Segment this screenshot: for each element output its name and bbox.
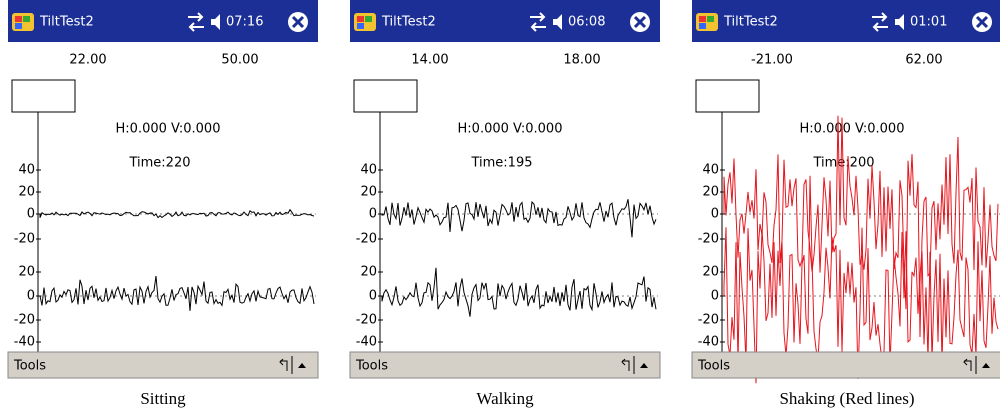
reading: 50.00: [221, 53, 258, 68]
start-icon-part: [357, 23, 364, 29]
axis-label: -40: [698, 335, 719, 350]
axis-label: -40: [356, 335, 377, 350]
start-icon-part: [23, 16, 30, 22]
axis-label: 0: [711, 289, 719, 304]
axis-label: 40: [702, 163, 719, 178]
menu-bar: [8, 352, 318, 378]
axis-label: -20: [698, 313, 719, 328]
start-icon-part: [699, 16, 706, 22]
clock[interactable]: 06:08: [568, 15, 605, 30]
indicator-box: [12, 80, 75, 112]
axis-label: 20: [360, 265, 377, 280]
start-icon-part: [357, 16, 364, 22]
axis-label: 0: [27, 207, 35, 222]
status-text: H:0.000 V:0.000: [116, 122, 221, 137]
axis-label: 20: [18, 185, 35, 200]
axis-label: -20: [356, 313, 377, 328]
menu-bar: [692, 352, 1000, 378]
axis-label: -20: [14, 313, 35, 328]
axis-label: 20: [18, 265, 35, 280]
app-title: TiltTest2: [381, 15, 436, 30]
device-screen: TiltTest2 06:08 14.00 18.00 H:0.000 V:0.000 T…: [350, 0, 660, 408]
indicator-box: [696, 80, 759, 112]
axis-label: 0: [27, 289, 35, 304]
signal-trace: [40, 276, 314, 311]
app-title: TiltTest2: [723, 15, 778, 30]
status-text: H:0.000 V:0.000: [800, 122, 905, 137]
menu-item[interactable]: Tools: [697, 359, 730, 374]
time-text: Time:220: [128, 156, 190, 171]
start-icon-part: [699, 23, 706, 29]
axis-label: 40: [360, 163, 377, 178]
device-screen: TiltTest2 07:16 22.00 50.00 H:0.000 V:0.000 T…: [8, 0, 318, 408]
signal-trace: [382, 199, 656, 237]
axis-label: -40: [14, 335, 35, 350]
signal-trace: [382, 268, 656, 317]
time-text: Time:195: [470, 156, 532, 171]
axis-label: 0: [369, 289, 377, 304]
axis-label: -20: [356, 232, 377, 247]
start-icon-part: [15, 16, 22, 22]
axis-label: 20: [702, 265, 719, 280]
start-icon-part: [707, 16, 714, 22]
axis-label: 0: [711, 207, 719, 222]
indicator-box: [354, 80, 417, 112]
start-icon-part: [15, 23, 22, 29]
device-screen: TiltTest2 01:01 -21.00 62.00 H:0.000 V:0.000…: [692, 0, 1000, 408]
start-icon-part: [365, 16, 372, 22]
reading: 14.00: [411, 53, 448, 68]
status-text: H:0.000 V:0.000: [458, 122, 563, 137]
reading: -21.00: [751, 53, 793, 68]
axis-label: -20: [698, 232, 719, 247]
axis-label: 20: [702, 185, 719, 200]
clock[interactable]: 07:16: [226, 15, 263, 30]
reading: 18.00: [563, 53, 600, 68]
app-title: TiltTest2: [39, 15, 94, 30]
caption: Sitting: [140, 389, 186, 408]
clock[interactable]: 01:01: [910, 15, 947, 30]
menu-item[interactable]: Tools: [13, 359, 46, 374]
reading: 22.00: [69, 53, 106, 68]
axis-label: 40: [18, 163, 35, 178]
screenshot: TiltTest207:1622.0050.00H:0.000 V:0.000T…: [0, 0, 1000, 413]
caption: Shaking (Red lines): [779, 389, 914, 408]
axis-label: 20: [360, 185, 377, 200]
menu-bar: [350, 352, 660, 378]
axis-label: 0: [369, 207, 377, 222]
axis-label: -20: [14, 232, 35, 247]
caption: Walking: [476, 389, 534, 408]
menu-item[interactable]: Tools: [355, 359, 388, 374]
reading: 62.00: [905, 53, 942, 68]
